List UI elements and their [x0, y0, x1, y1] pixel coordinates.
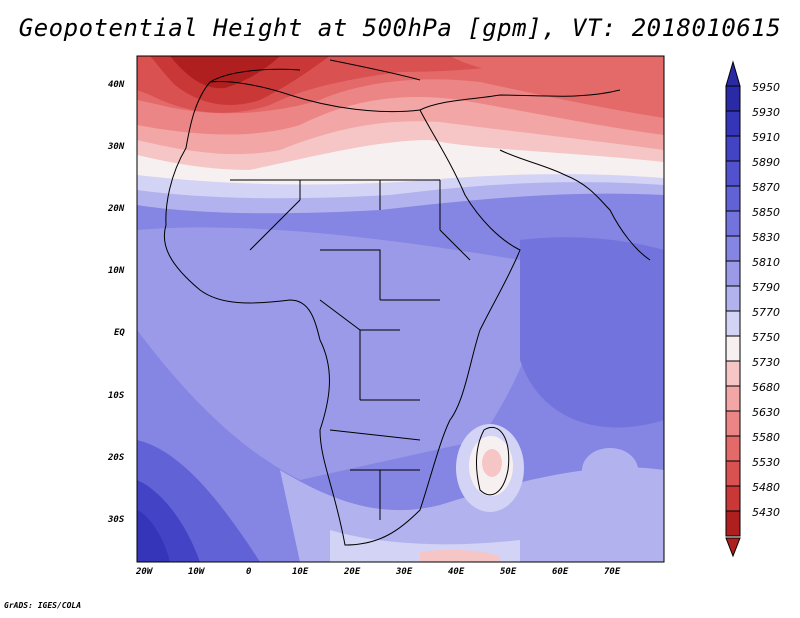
lon-tick-label: 10W [188, 567, 205, 577]
colorbar-label: 5870 [752, 181, 780, 194]
colorbar-swatch [725, 85, 741, 112]
coastline [163, 59, 651, 546]
colorbar-swatch [725, 410, 741, 437]
plot-frame [136, 55, 665, 563]
height-field [137, 56, 664, 562]
lat-tick-label: 30S [108, 515, 125, 525]
lat-tick-label: 20N [108, 204, 125, 214]
colorbar-label: 5580 [752, 431, 780, 444]
credit-text: GrADS: IGES/COLA [4, 601, 82, 610]
colorbar-swatch [725, 235, 741, 262]
colorbar-label: 5910 [752, 131, 780, 144]
colorbar-label: 5630 [752, 406, 780, 419]
colorbar-swatch [725, 135, 741, 162]
colorbar-swatch [725, 460, 741, 487]
colorbar-swatch [725, 510, 741, 537]
colorbar-label: 5730 [752, 356, 780, 369]
lon-tick-label: 40E [448, 567, 465, 577]
lon-tick-label: 0 [246, 567, 252, 577]
lat-tick-label: 10S [108, 391, 125, 401]
colorbar-bottom-arrow [725, 537, 741, 558]
colorbar-label: 5430 [752, 506, 780, 519]
colorbar-label: 5480 [752, 481, 780, 494]
lat-tick-label: 30N [108, 142, 125, 152]
colorbar [725, 60, 741, 558]
lat-tick-label: EQ [114, 328, 125, 338]
colorbar-swatch [725, 210, 741, 237]
colorbar-swatch [725, 385, 741, 412]
colorbar-swatch [725, 185, 741, 212]
map-title: Geopotential Height at 500hPa [gpm], VT:… [18, 14, 782, 42]
colorbar-swatch [725, 335, 741, 362]
colorbar-label: 5790 [752, 281, 780, 294]
lon-tick-label: 20W [136, 567, 153, 577]
colorbar-label: 5830 [752, 231, 780, 244]
colorbar-label: 5750 [752, 331, 780, 344]
colorbar-label: 5890 [752, 156, 780, 169]
colorbar-swatch [725, 110, 741, 137]
colorbar-swatch [725, 285, 741, 312]
colorbar-swatch [725, 310, 741, 337]
colorbar-swatch [725, 360, 741, 387]
colorbar-label: 5810 [752, 256, 780, 269]
colorbar-label: 5850 [752, 206, 780, 219]
lat-tick-label: 10N [108, 266, 125, 276]
lat-tick-label: 20S [108, 453, 125, 463]
lat-tick-label: 40N [108, 80, 125, 90]
lon-tick-label: 60E [552, 567, 569, 577]
lon-tick-label: 70E [604, 567, 621, 577]
colorbar-swatch [725, 485, 741, 512]
colorbar-label: 5530 [752, 456, 780, 469]
colorbar-top-arrow [725, 60, 741, 87]
colorbar-label: 5770 [752, 306, 780, 319]
lon-tick-label: 30E [396, 567, 413, 577]
colorbar-label: 5680 [752, 381, 780, 394]
colorbar-label: 5950 [752, 81, 780, 94]
colorbar-swatch [725, 260, 741, 287]
colorbar-label: 5930 [752, 106, 780, 119]
lon-tick-label: 50E [500, 567, 517, 577]
lon-tick-label: 20E [344, 567, 361, 577]
lon-tick-label: 10E [292, 567, 309, 577]
colorbar-swatch [725, 160, 741, 187]
colorbar-swatch [725, 435, 741, 462]
